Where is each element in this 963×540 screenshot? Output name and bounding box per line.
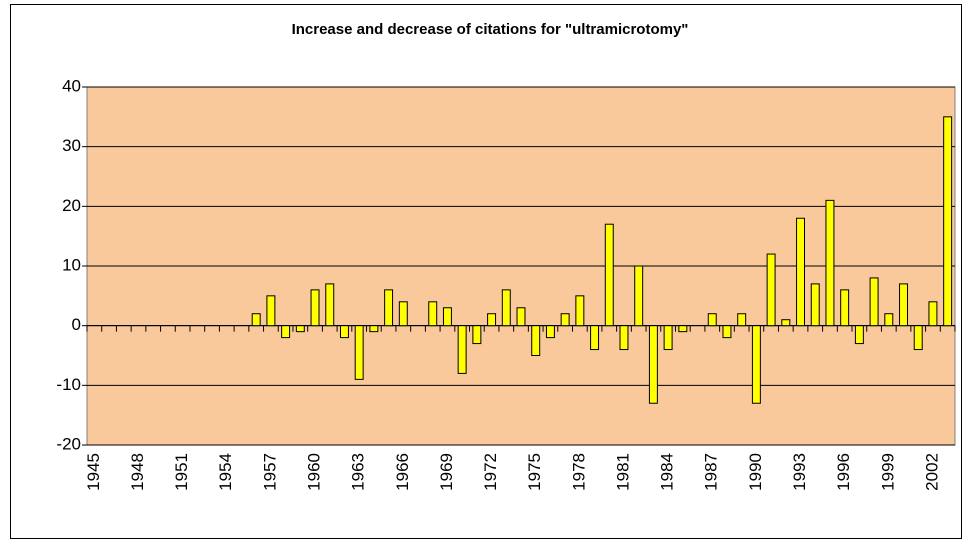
bar — [369, 325, 379, 333]
bar — [825, 199, 835, 327]
x-tick-label: 1951 — [172, 453, 191, 491]
bar — [251, 313, 261, 327]
bar — [928, 301, 938, 327]
bar — [648, 325, 658, 404]
bar — [751, 325, 761, 404]
bar — [398, 301, 408, 327]
bar — [781, 319, 791, 327]
bar — [472, 325, 482, 345]
x-tick-label: 1999 — [878, 453, 897, 491]
bar — [737, 313, 747, 327]
bar — [913, 325, 923, 351]
bar — [339, 325, 349, 339]
bar — [281, 325, 291, 339]
bar — [810, 283, 820, 327]
bar — [854, 325, 864, 345]
bar — [295, 325, 305, 333]
bar — [604, 223, 614, 327]
bar — [442, 307, 452, 327]
x-tick-label: 1963 — [349, 453, 368, 491]
x-tick-label: 1984 — [658, 453, 677, 491]
bar — [325, 283, 335, 327]
x-tick-label: 1990 — [746, 453, 765, 491]
x-tick-label: 1993 — [790, 453, 809, 491]
bar — [634, 265, 644, 327]
x-tick-label: 1987 — [702, 453, 721, 491]
y-tick-label: 0 — [72, 315, 81, 334]
bar — [663, 325, 673, 351]
y-tick-label: -20 — [56, 434, 81, 453]
bar — [575, 295, 585, 327]
bar — [899, 283, 908, 327]
bar — [310, 289, 320, 327]
bar — [678, 325, 688, 333]
x-tick-label: 1960 — [305, 453, 324, 491]
bar — [516, 307, 526, 327]
bar — [457, 325, 467, 374]
bar — [487, 313, 497, 327]
x-tick-label: 1948 — [128, 453, 147, 491]
x-tick-label: 1975 — [525, 453, 544, 491]
chart-title: Increase and decrease of citations for "… — [292, 21, 689, 38]
bar — [707, 313, 717, 327]
bar — [590, 325, 600, 351]
x-tick-label: 1978 — [569, 453, 588, 491]
x-tick-label: 1981 — [613, 453, 632, 491]
bar — [869, 277, 879, 327]
x-tick-label: 1945 — [84, 453, 103, 491]
bar — [796, 217, 805, 327]
x-tick-label: 1954 — [216, 453, 235, 491]
bar — [840, 289, 850, 327]
bar — [384, 289, 394, 327]
x-tick-label: 2002 — [922, 453, 941, 491]
y-tick-label: 40 — [62, 76, 81, 95]
bar — [354, 325, 364, 380]
bar — [722, 325, 732, 339]
y-tick-label: -10 — [56, 375, 81, 394]
bar — [619, 325, 629, 351]
x-tick-label: 1957 — [260, 453, 279, 491]
bar — [766, 253, 776, 327]
bar — [884, 313, 894, 327]
bar — [531, 325, 541, 356]
bar — [545, 325, 555, 339]
bar — [501, 289, 511, 327]
bar — [943, 116, 953, 327]
y-tick-label: 10 — [62, 255, 81, 274]
x-tick-label: 1969 — [437, 453, 456, 491]
bar — [266, 295, 276, 327]
y-tick-label: 30 — [62, 136, 81, 155]
bar — [560, 313, 570, 327]
x-tick-label: 1966 — [393, 453, 412, 491]
x-tick-label: 1996 — [834, 453, 853, 491]
y-tick-label: 20 — [62, 196, 81, 215]
bar — [428, 301, 438, 327]
x-tick-label: 1972 — [481, 453, 500, 491]
